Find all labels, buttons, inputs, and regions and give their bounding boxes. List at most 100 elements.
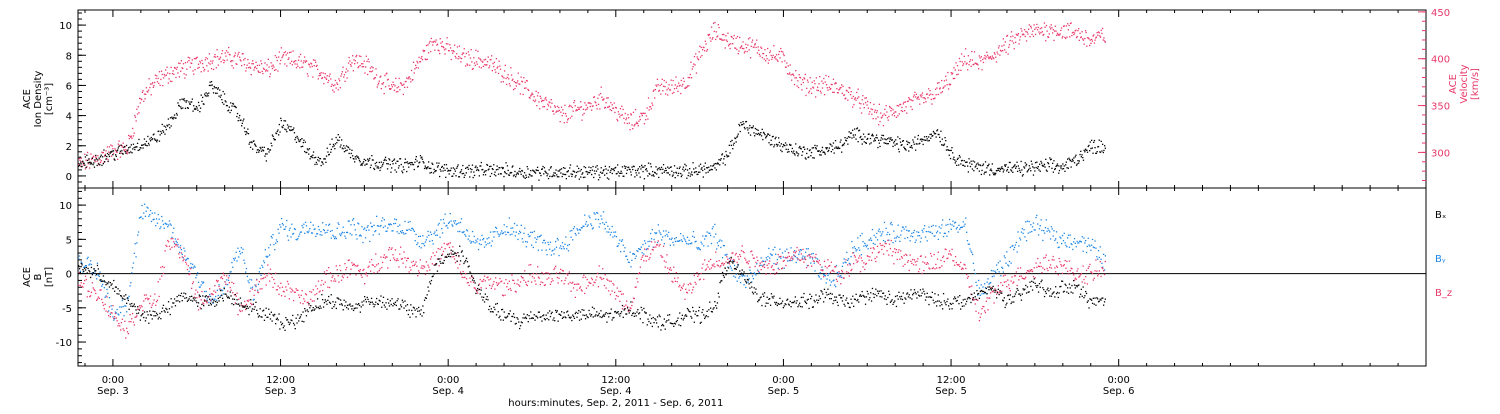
data-point <box>429 172 430 173</box>
data-point <box>938 82 939 83</box>
data-point <box>210 85 211 86</box>
data-point <box>948 150 949 151</box>
data-point <box>310 158 311 159</box>
data-point <box>264 69 265 70</box>
data-point <box>858 247 859 248</box>
data-point <box>470 168 471 169</box>
data-point <box>375 253 376 254</box>
data-point <box>671 84 672 85</box>
data-point <box>1047 171 1048 172</box>
data-point <box>344 263 345 264</box>
data-point <box>250 303 251 304</box>
data-point <box>1083 237 1084 238</box>
data-point <box>663 86 664 87</box>
data-point <box>787 260 788 261</box>
data-point <box>172 73 173 74</box>
data-point <box>534 101 535 102</box>
data-point <box>174 243 175 244</box>
data-point <box>397 161 398 162</box>
data-point <box>836 88 837 89</box>
data-point <box>341 73 342 74</box>
data-point <box>349 153 350 154</box>
data-point <box>97 159 98 160</box>
data-point <box>284 229 285 230</box>
data-point <box>101 299 102 300</box>
data-point <box>393 84 394 85</box>
data-point <box>1040 32 1041 33</box>
data-point <box>1005 257 1006 258</box>
data-point <box>166 246 167 247</box>
data-point <box>660 85 661 86</box>
data-point <box>549 102 550 103</box>
data-point <box>1103 150 1104 151</box>
data-point <box>261 265 262 266</box>
data-point <box>664 86 665 87</box>
data-point <box>953 78 954 79</box>
data-point <box>932 94 933 95</box>
data-point <box>644 165 645 166</box>
data-point <box>905 106 906 107</box>
data-point <box>136 120 137 121</box>
data-point <box>109 306 110 307</box>
data-point <box>258 152 259 153</box>
data-point <box>776 54 777 55</box>
data-point <box>503 232 504 233</box>
data-point <box>265 153 266 154</box>
data-point <box>860 235 861 236</box>
data-point <box>606 222 607 223</box>
data-point <box>758 50 759 51</box>
data-point <box>738 278 739 279</box>
data-point <box>401 164 402 165</box>
data-point <box>886 139 887 140</box>
data-point <box>538 101 539 102</box>
data-point <box>797 85 798 86</box>
data-point <box>304 233 305 234</box>
data-point <box>960 70 961 71</box>
data-point <box>529 235 530 236</box>
data-point <box>805 74 806 75</box>
data-point <box>945 225 946 226</box>
data-point <box>890 137 891 138</box>
data-point <box>620 173 621 174</box>
data-point <box>147 208 148 209</box>
data-point <box>695 241 696 242</box>
data-point <box>448 170 449 171</box>
data-point <box>1051 27 1052 28</box>
data-point <box>625 113 626 114</box>
data-point <box>387 227 388 228</box>
data-point <box>434 255 435 256</box>
data-point <box>82 161 83 162</box>
data-point <box>802 151 803 152</box>
data-point <box>887 117 888 118</box>
data-point <box>279 224 280 225</box>
data-point <box>621 241 622 242</box>
data-point <box>207 58 208 59</box>
data-point <box>272 287 273 288</box>
data-point <box>880 112 881 113</box>
data-point <box>368 160 369 161</box>
x-tick-time-label: 0:00 <box>102 375 124 386</box>
data-point <box>1062 168 1063 169</box>
data-point <box>458 164 459 165</box>
data-point <box>1023 166 1024 167</box>
data-point <box>1023 174 1024 175</box>
data-point <box>922 230 923 231</box>
data-point <box>679 240 680 241</box>
data-point <box>270 269 271 270</box>
data-point <box>1044 166 1045 167</box>
data-point <box>583 109 584 110</box>
data-point <box>178 253 179 254</box>
data-point <box>231 110 232 111</box>
data-point <box>158 131 159 132</box>
data-point <box>485 59 486 60</box>
data-point <box>510 234 511 235</box>
data-point <box>570 164 571 165</box>
data-point <box>814 157 815 158</box>
data-point <box>488 67 489 68</box>
data-point <box>473 171 474 172</box>
data-point <box>1039 228 1040 229</box>
data-point <box>143 101 144 102</box>
data-point <box>456 53 457 54</box>
data-point <box>627 259 628 260</box>
data-point <box>621 106 622 107</box>
